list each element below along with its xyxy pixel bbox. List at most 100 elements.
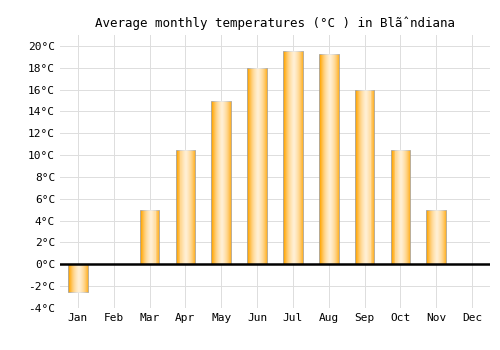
Bar [221, 100, 222, 264]
Bar [329, 54, 330, 264]
Bar [86, 264, 87, 292]
Bar [436, 210, 437, 264]
Bar [87, 264, 88, 292]
Bar [218, 100, 220, 264]
Bar [70, 264, 71, 292]
Bar [259, 68, 260, 264]
Bar [229, 100, 230, 264]
Bar [154, 210, 156, 264]
Bar [364, 90, 366, 264]
Bar [83, 264, 84, 292]
Bar [266, 68, 267, 264]
Bar [248, 68, 249, 264]
Bar [356, 90, 358, 264]
Bar [68, 264, 69, 292]
Bar [441, 210, 442, 264]
Bar [300, 51, 301, 264]
Bar [284, 51, 285, 264]
Bar [254, 68, 255, 264]
Bar [82, 264, 83, 292]
Bar [301, 51, 302, 264]
Bar [289, 51, 290, 264]
Bar [190, 150, 192, 264]
Bar [426, 210, 446, 264]
Bar [362, 90, 364, 264]
Bar [258, 68, 259, 264]
Bar [247, 68, 267, 264]
Bar [257, 68, 258, 264]
Bar [332, 54, 334, 264]
Bar [444, 210, 445, 264]
Bar [400, 150, 402, 264]
Bar [176, 150, 178, 264]
Bar [250, 68, 251, 264]
Bar [255, 68, 256, 264]
Bar [188, 150, 190, 264]
Bar [324, 54, 325, 264]
Bar [73, 264, 74, 292]
Bar [354, 90, 374, 264]
Bar [283, 51, 303, 264]
Bar [445, 210, 446, 264]
Bar [152, 210, 154, 264]
Bar [265, 68, 266, 264]
Bar [286, 51, 287, 264]
Bar [158, 210, 160, 264]
Bar [402, 150, 404, 264]
Bar [438, 210, 439, 264]
Bar [327, 54, 328, 264]
Bar [225, 100, 226, 264]
Bar [426, 210, 428, 264]
Bar [295, 51, 296, 264]
Bar [358, 90, 360, 264]
Bar [71, 264, 72, 292]
Bar [77, 264, 78, 292]
Bar [398, 150, 400, 264]
Bar [220, 100, 221, 264]
Bar [297, 51, 298, 264]
Bar [392, 150, 394, 264]
Bar [144, 210, 146, 264]
Bar [76, 264, 77, 292]
Bar [294, 51, 295, 264]
Bar [84, 264, 85, 292]
Bar [390, 150, 392, 264]
Bar [291, 51, 292, 264]
Bar [85, 264, 86, 292]
Bar [192, 150, 194, 264]
Bar [334, 54, 336, 264]
Bar [184, 150, 186, 264]
Bar [428, 210, 430, 264]
Bar [394, 150, 396, 264]
Bar [140, 210, 141, 264]
Bar [390, 150, 410, 264]
Bar [319, 54, 320, 264]
Bar [226, 100, 227, 264]
Bar [212, 100, 231, 264]
Bar [298, 51, 299, 264]
Bar [74, 264, 75, 292]
Bar [372, 90, 374, 264]
Bar [227, 100, 228, 264]
Bar [256, 68, 257, 264]
Bar [396, 150, 398, 264]
Bar [366, 90, 368, 264]
Bar [320, 54, 321, 264]
Bar [214, 100, 216, 264]
Bar [439, 210, 440, 264]
Bar [247, 68, 248, 264]
Bar [287, 51, 288, 264]
Bar [283, 51, 284, 264]
Bar [336, 54, 338, 264]
Bar [79, 264, 80, 292]
Bar [406, 150, 408, 264]
Bar [440, 210, 441, 264]
Bar [288, 51, 289, 264]
Bar [180, 150, 182, 264]
Bar [368, 90, 370, 264]
Bar [146, 210, 148, 264]
Bar [182, 150, 184, 264]
Bar [330, 54, 332, 264]
Bar [81, 264, 82, 292]
Bar [443, 210, 444, 264]
